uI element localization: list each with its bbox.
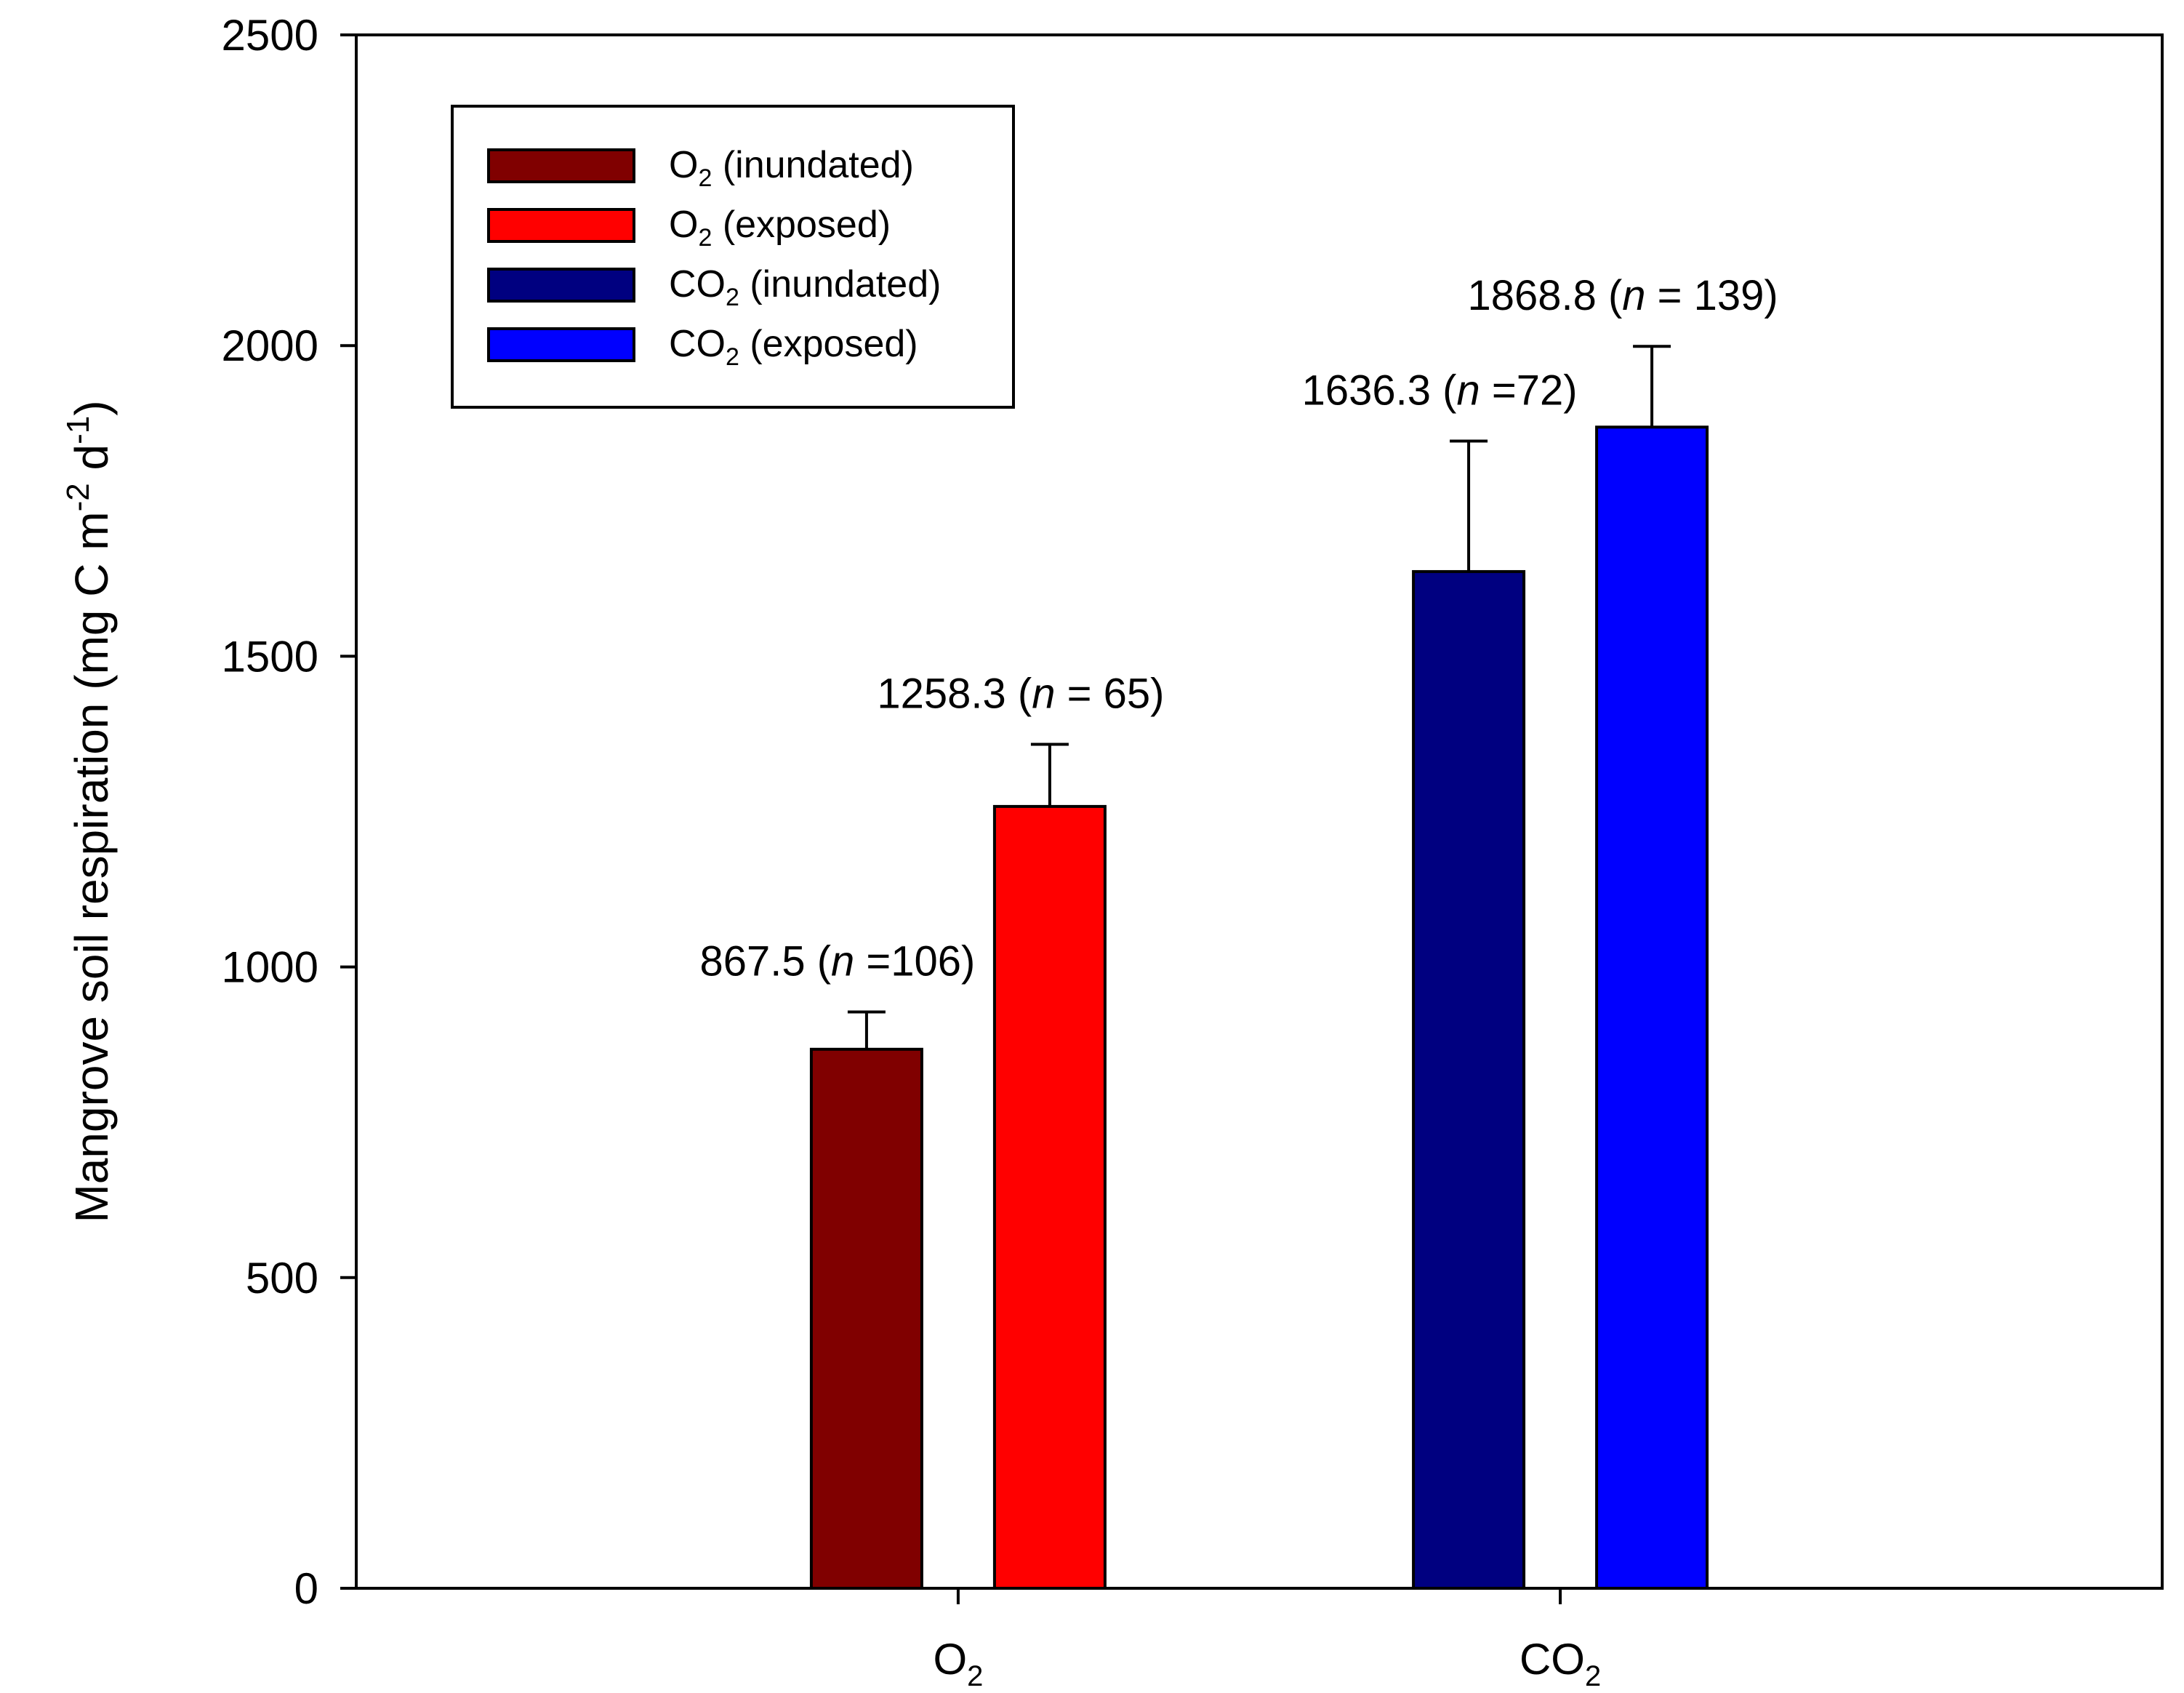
legend-label: CO2 (inundated) bbox=[669, 263, 941, 311]
bar bbox=[809, 1047, 923, 1590]
x-tick-label: O2 bbox=[933, 1635, 983, 1692]
y-tick-label: 0 bbox=[294, 1564, 318, 1613]
x-axis-ticks: O2 CO2 bbox=[933, 1588, 1601, 1692]
bar bbox=[992, 804, 1107, 1590]
data-label: 867.5 (n =106) bbox=[699, 938, 975, 985]
data-labels: 867.5 (n =106) 1258.3 (n = 65) 1636.3 (n =… bbox=[699, 272, 1778, 985]
y-tick-label: 2000 bbox=[222, 321, 318, 370]
legend-swatch bbox=[487, 208, 635, 243]
data-label: 1258.3 (n = 65) bbox=[877, 670, 1164, 717]
bar bbox=[1595, 425, 1709, 1590]
data-label: 1636.3 (n =72) bbox=[1302, 367, 1578, 415]
legend-label: CO2 (exposed) bbox=[669, 323, 918, 371]
y-axis-label: Mangrove soil respiration (mg C m-2 d-1) bbox=[60, 400, 118, 1222]
y-tick-label: 1000 bbox=[222, 943, 318, 992]
bar-series bbox=[809, 425, 1709, 1590]
legend-label: O2 (inundated) bbox=[669, 144, 914, 192]
y-tick-label: 2500 bbox=[222, 11, 318, 60]
legend-swatch bbox=[487, 268, 635, 303]
legend-swatch bbox=[487, 148, 635, 183]
y-tick-label: 500 bbox=[246, 1254, 318, 1302]
legend-label: O2 (exposed) bbox=[669, 204, 891, 252]
plot-frame bbox=[355, 33, 2164, 1590]
y-tick-label: 1500 bbox=[222, 632, 318, 681]
error-bars bbox=[847, 345, 1671, 1049]
legend-swatch bbox=[487, 327, 635, 362]
data-label: 1868.8 (n = 139) bbox=[1467, 272, 1778, 319]
legend: O2 (inundated) O2 (exposed) CO2 (inundated… bbox=[451, 105, 1015, 409]
bar bbox=[1412, 569, 1526, 1590]
x-tick-label: CO2 bbox=[1519, 1635, 1601, 1692]
y-axis-ticks: 0 500 1000 1500 2000 2500 bbox=[222, 11, 356, 1613]
